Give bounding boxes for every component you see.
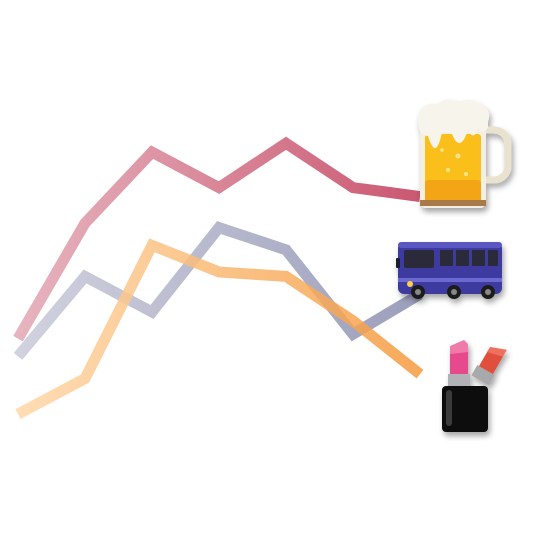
series-line-bus (18, 228, 420, 357)
series-lines (18, 143, 420, 414)
bus-icon (396, 242, 502, 299)
series-line-beer-mug (18, 143, 420, 338)
series-line-lipstick (18, 245, 420, 414)
lipstick-icon (442, 340, 509, 432)
beer-mug-icon (418, 99, 508, 208)
